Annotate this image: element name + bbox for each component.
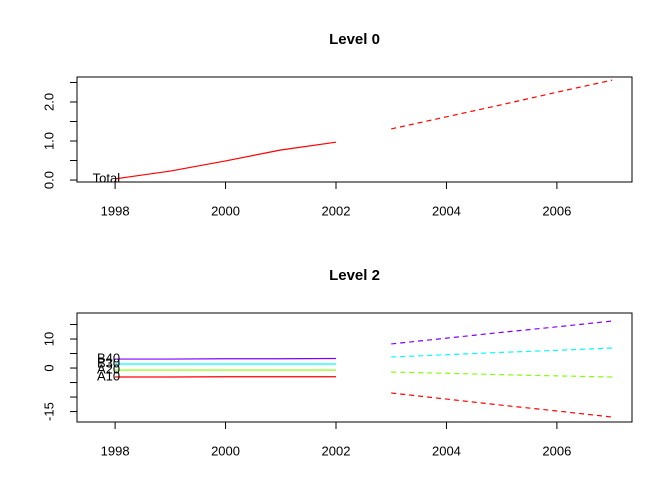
forecast-line (391, 347, 613, 358)
x-tick-label: 2006 (542, 443, 571, 458)
series-label: A10 (97, 368, 120, 383)
forecast-line (391, 79, 613, 130)
forecast-line (391, 320, 613, 345)
forecast-line (391, 392, 613, 418)
history-line (115, 357, 337, 360)
panel-title: Level 0 (329, 31, 380, 48)
y-tick-label: 0 (41, 364, 56, 371)
y-tick-label: 2.0 (41, 93, 56, 111)
y-tick-label: 0.0 (41, 171, 56, 189)
y-tick-label: 10 (41, 332, 56, 346)
y-tick-label: 1.0 (41, 132, 56, 150)
series-label: B40 (97, 350, 120, 365)
x-tick-label: 2000 (211, 443, 240, 458)
x-tick-label: 1998 (101, 203, 130, 218)
forecast-line (391, 371, 613, 378)
y-tick-label: -15 (41, 402, 56, 421)
x-tick-label: 2004 (432, 203, 461, 218)
panel-title: Level 2 (329, 267, 380, 284)
x-tick-label: 2004 (432, 443, 461, 458)
history-line (115, 141, 337, 180)
series-label: A20 (97, 362, 120, 377)
plot-box (76, 76, 633, 183)
series-label: Total (93, 170, 121, 185)
x-tick-label: 2002 (322, 443, 351, 458)
x-tick-label: 2002 (322, 203, 351, 218)
plot-box (76, 312, 633, 423)
x-tick-label: 2000 (211, 203, 240, 218)
x-tick-label: 1998 (101, 443, 130, 458)
series-label: B30 (97, 355, 120, 370)
x-tick-label: 2006 (542, 203, 571, 218)
